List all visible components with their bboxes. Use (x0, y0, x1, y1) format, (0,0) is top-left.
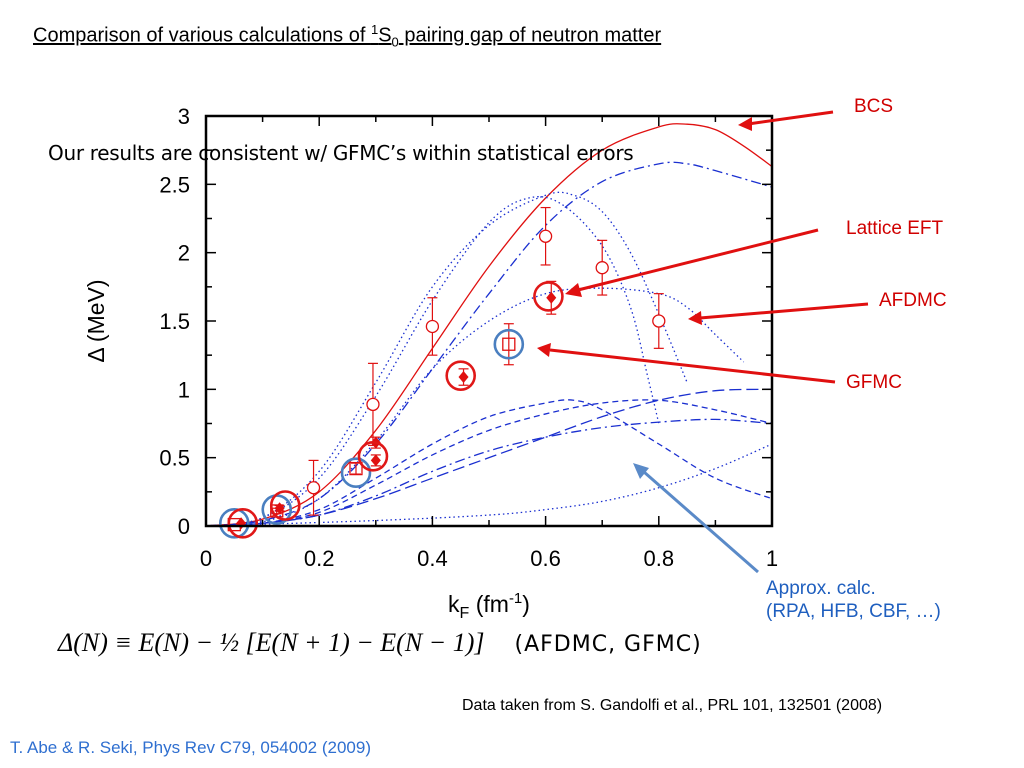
y-tick-label: 0.5 (159, 446, 190, 471)
approx-arrow (643, 470, 759, 574)
x-tick-label: 0.8 (644, 546, 675, 571)
curve-approx-4 (205, 287, 745, 527)
label-approx-line2: (RPA, HFB, CBF, …) (766, 601, 941, 622)
label-approx-line1: Approx. calc. (766, 578, 876, 599)
label-lattice-eft: Lattice EFT (846, 218, 944, 239)
curve-bcs (205, 123, 773, 527)
y-tick-label: 1.5 (159, 309, 190, 334)
annotation-arrows (537, 110, 869, 574)
bcs-arrow (747, 110, 834, 126)
label-afdmc: AFDMC (879, 290, 947, 311)
curve-approx-8 (205, 388, 773, 527)
lattice-eft-point (546, 291, 557, 304)
afdmc-point (425, 319, 440, 334)
gfmc-point (502, 337, 516, 351)
highlight-circle-red (227, 507, 259, 539)
afdmc-point (366, 397, 380, 412)
highlight-circle-red (357, 440, 389, 472)
theory-curves (205, 123, 773, 527)
data-source: Data taken from S. Gandolfi et al., PRL … (462, 697, 883, 714)
label-bcs: BCS (854, 96, 894, 117)
gfmc-point (349, 461, 363, 476)
curve-approx-3 (205, 191, 688, 527)
afdmc-point (595, 261, 609, 275)
highlight-circles (219, 281, 564, 539)
y-tick-label: 0 (178, 514, 190, 539)
curve-approx-5 (205, 399, 773, 527)
highlight-circle-red (269, 490, 301, 521)
gap-formula: Δ(N) ≡ E(N) − ½ [E(N + 1) − E(N − 1)] (AF… (58, 628, 702, 658)
lattice-eft-point (458, 371, 469, 384)
gfmc-arrow (549, 348, 836, 384)
curve-approx-6 (205, 399, 773, 527)
x-tick-label: 0 (200, 546, 212, 571)
highlight-circle-red (533, 281, 564, 312)
curve-approx-2 (205, 196, 660, 527)
formula-expression: Δ(N) ≡ E(N) − ½ [E(N + 1) − E(N − 1)] (58, 628, 485, 657)
tick-labels: 0 0.2 0.4 0.6 0.8 1 0 0.5 1 1.5 2 2.5 3 (159, 104, 778, 571)
y-tick-label: 3 (178, 104, 190, 129)
data-points (227, 206, 666, 532)
y-tick-label: 2 (178, 241, 190, 266)
highlight-circle-blue (493, 328, 525, 360)
x-tick-label: 1 (766, 546, 778, 571)
highlight-circle-blue (219, 507, 250, 539)
y-tick-label: 1 (178, 377, 190, 402)
label-approx: Approx. calc. (RPA, HFB, CBF, …) (766, 577, 941, 623)
consistency-note: Our results are consistent w/ GFMC’s wit… (48, 141, 634, 165)
curve-approx-9 (205, 443, 773, 527)
afdmc-point (306, 481, 321, 495)
y-tick-label: 2.5 (159, 172, 190, 197)
reference-citation: T. Abe & R. Seki, Phys Rev C79, 054002 (… (10, 738, 371, 757)
curve-approx-1 (205, 161, 773, 527)
axis-ticks (205, 115, 773, 527)
slide-title: Comparison of various calculations of 1S… (33, 22, 662, 50)
x-tick-label: 0.2 (304, 546, 335, 571)
lattice-eft-point (370, 454, 381, 467)
x-tick-label: 0.4 (417, 546, 448, 571)
y-axis-label: Δ (MeV) (83, 279, 109, 362)
afdmc-arrow (699, 302, 869, 320)
highlight-circle-red (445, 360, 477, 391)
x-tick-label: 0.6 (530, 546, 561, 571)
afdmc-point (538, 229, 553, 243)
highlight-circle-blue (340, 457, 372, 489)
label-gfmc: GFMC (846, 372, 902, 393)
afdmc-point (652, 314, 666, 328)
x-axis-label: kF (fm-1) (448, 590, 530, 622)
lattice-arrow (577, 228, 819, 292)
formula-tag: (AFDMC, GFMC) (514, 632, 702, 657)
curve-approx-7 (205, 418, 773, 527)
